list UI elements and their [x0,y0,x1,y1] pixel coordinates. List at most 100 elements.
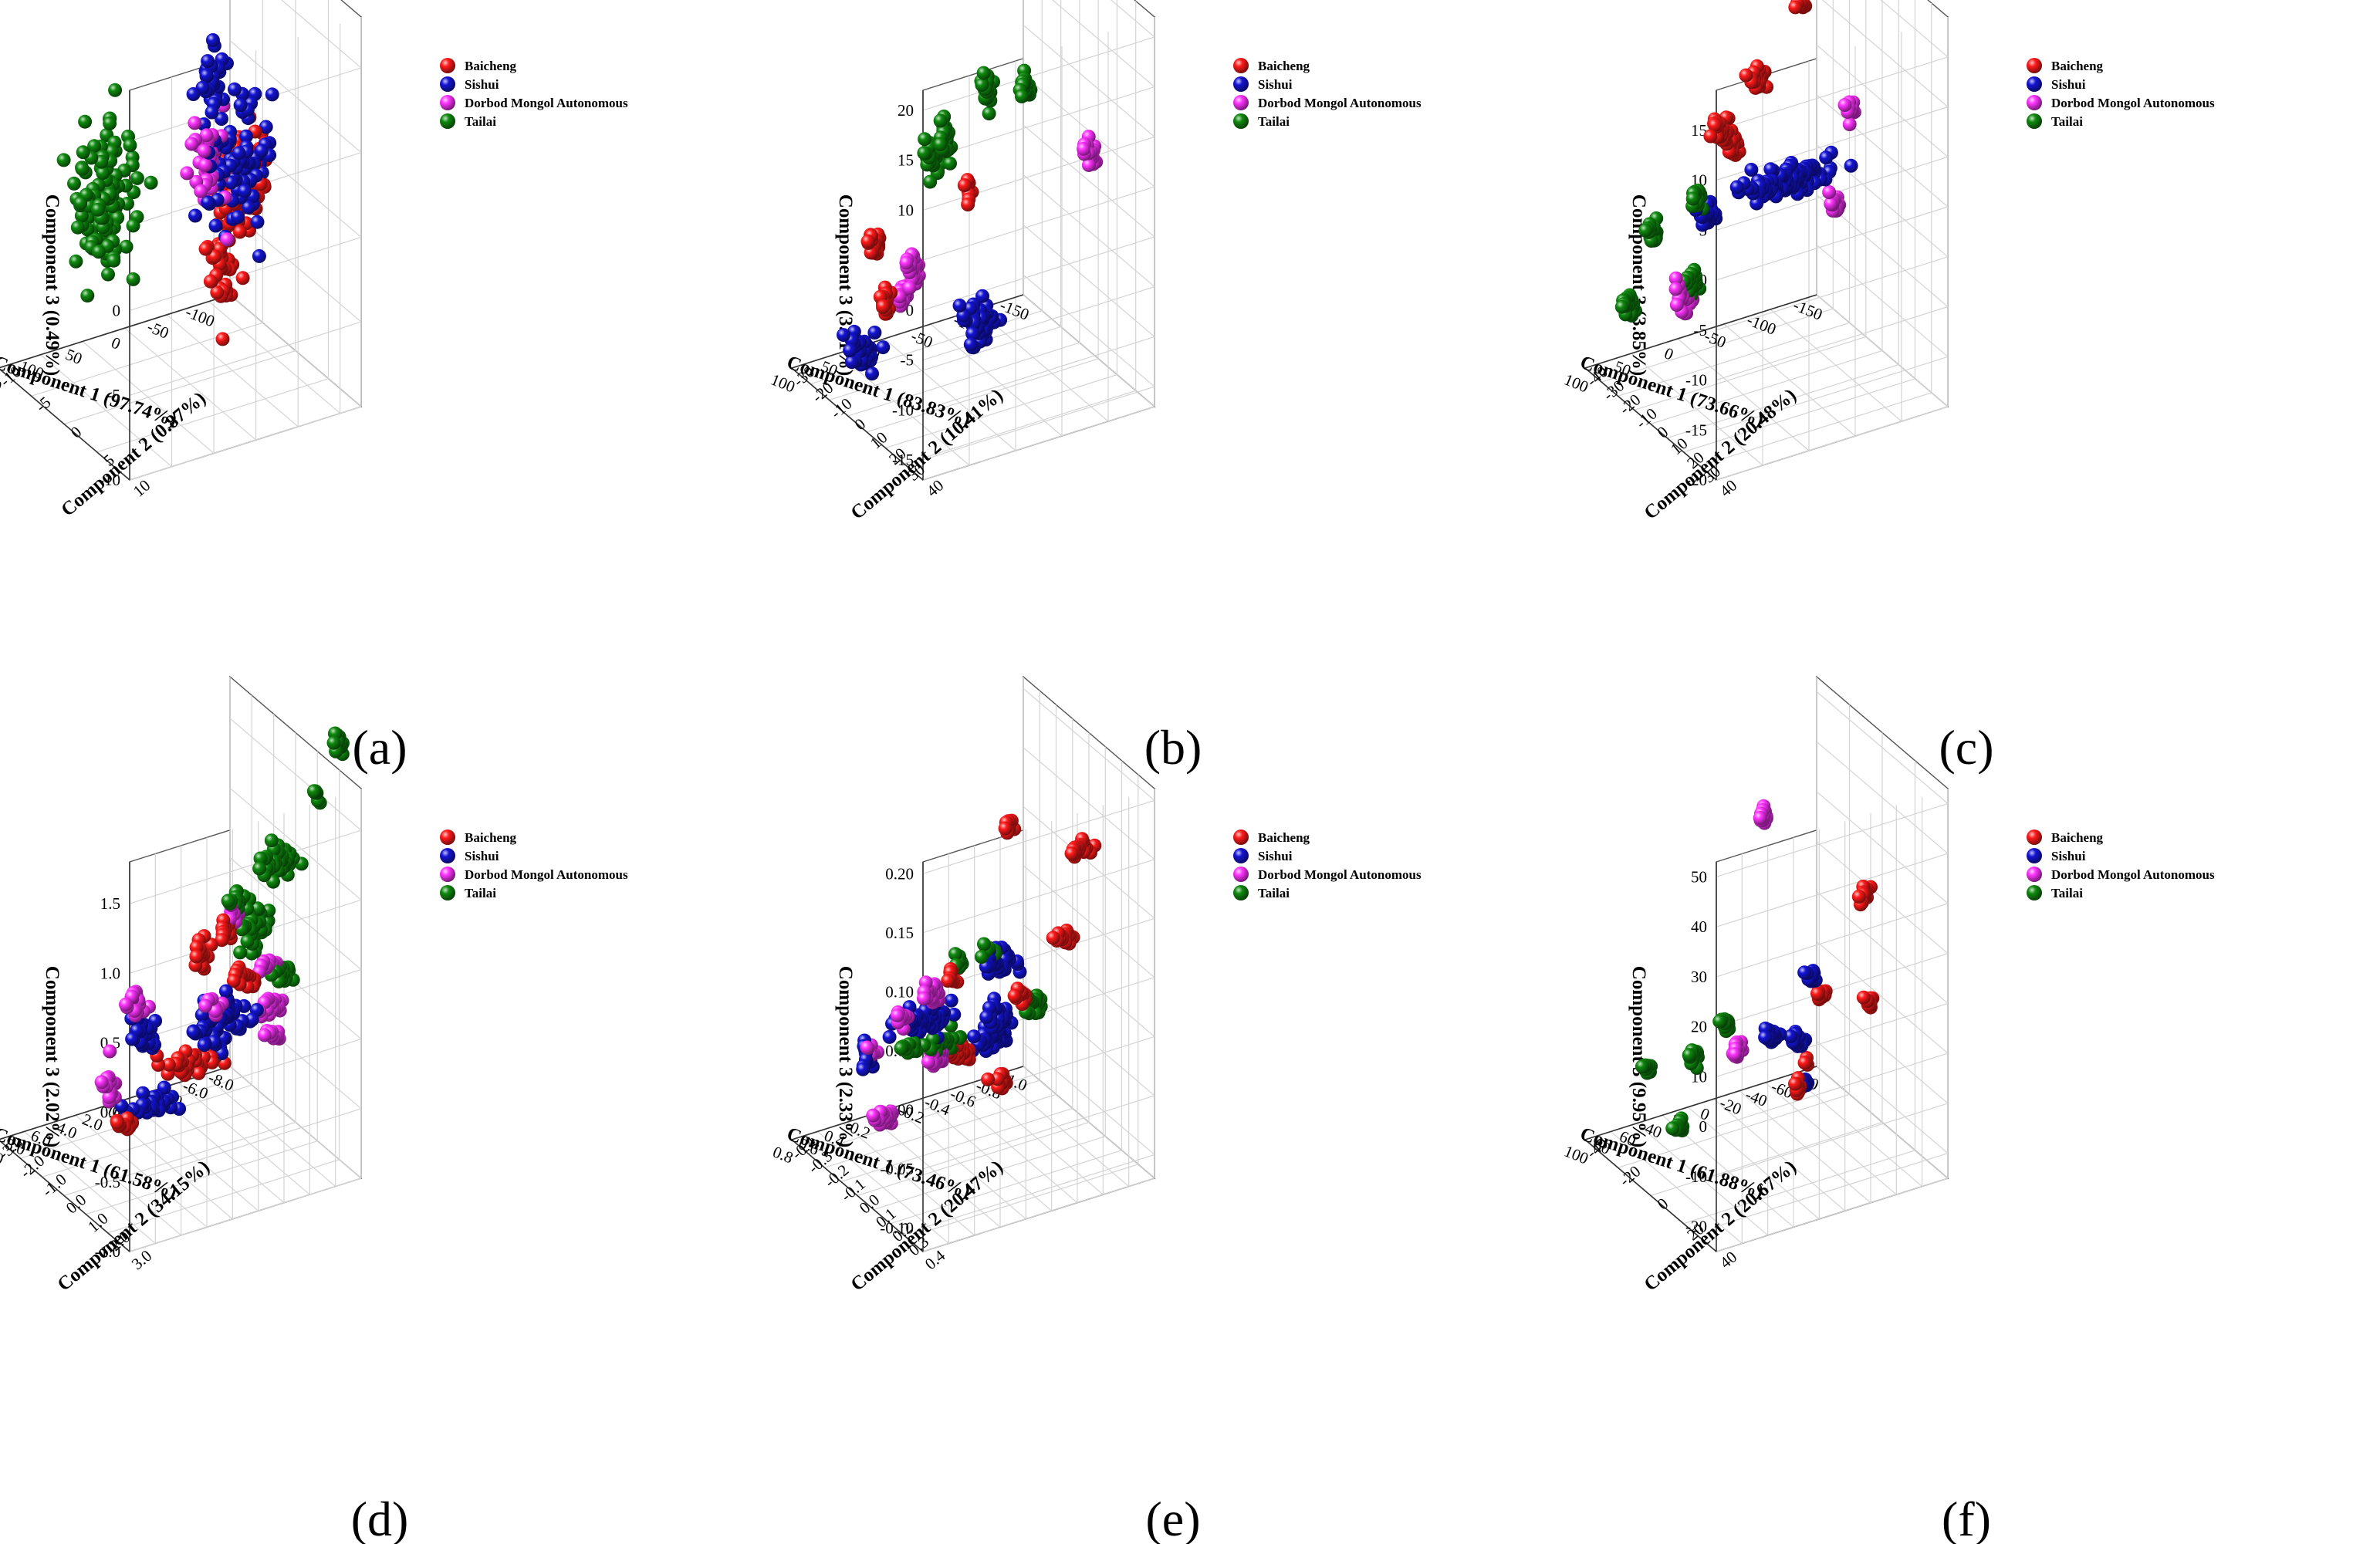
legend-label: Tailai [2051,114,2083,129]
data-point-sishui [1819,150,1834,165]
data-point-baicheng [957,178,972,193]
data-point-sishui [1744,163,1759,177]
legend-marker [1233,885,1249,900]
data-point-dorbod-mongol-autonomous [199,128,214,143]
data-point-tailai [126,272,140,286]
data-point-tailai [264,833,279,848]
gridline-x [930,323,1063,437]
legend-marker [440,58,455,73]
data-point-sishui [188,208,202,223]
z-axis-label: Component 3 (2.02%) [42,966,63,1147]
gridline-y [922,1177,1155,1252]
gridline-x [837,353,970,466]
legend: Baicheng Sishui Dorbod Mongol Autonomous Ta… [440,58,628,129]
legend-label: Dorbod Mongol Autonomous [2051,96,2215,110]
data-point-tailai [1614,299,1629,314]
data-point-dorbod-mongol-autonomous [860,1040,874,1055]
gridline-z [1716,853,1949,927]
data-point-sishui [228,82,242,96]
data-point-tailai [233,945,248,960]
data-point-tailai [76,145,90,160]
data-point-sishui [254,144,269,158]
gridline-z [1716,802,1949,877]
gridline-z [1110,0,1155,38]
gridline-z [1023,806,1155,919]
data-point-tailai [1014,89,1029,103]
z-tick-label: -5 [107,386,121,404]
gridline-y [904,390,1136,465]
data-point-tailai [974,950,989,964]
gridline-z [922,136,1155,211]
data-point-tailai [221,894,235,908]
data-point-dorbod-mongol-autonomous [188,116,202,130]
y-tick-label: 10 [130,476,154,501]
legend-label: Tailai [465,114,496,129]
data-point-sishui [1844,158,1858,173]
legend-marker [440,867,455,882]
gridline-z [129,1108,362,1183]
panel-label: (a) [352,720,407,775]
data-point-dorbod-mongol-autonomous [1081,157,1096,172]
gridline-y [1650,1121,1883,1197]
data-point-dorbod-mongol-autonomous [1824,197,1838,211]
gridline-z [1023,1042,1155,1155]
data-points [1614,0,1861,323]
legend-marker [2027,95,2042,110]
gridline-z [1023,924,1155,1037]
gridline-z [1816,890,1949,1004]
data-point-tailai [1682,1048,1696,1063]
z-tick-label: 40 [1691,917,1707,936]
gridline-y [1683,378,1915,453]
gridline-z [1023,865,1155,978]
gridline-z [922,386,1155,461]
data-point-baicheng [961,198,975,211]
data-point-tailai [1638,223,1653,238]
gridline-x [884,338,1016,451]
data-point-tailai [106,253,121,268]
z-tick-label: -0.05 [880,1160,914,1178]
data-point-sishui [843,343,857,358]
data-point-baicheng [876,299,891,313]
y-tick-label: 40 [923,476,948,501]
data-point-sishui [197,1038,211,1052]
data-point-dorbod-mongol-autonomous [1669,298,1684,313]
legend-label: Dorbod Mongol Autonomous [2051,867,2215,882]
gridline-z [129,406,362,481]
data-point-sishui [865,367,879,381]
panel-e: -1.0-0.8-0.6-0.4-0.20.00.20.40.60.8-0.4-… [770,675,1422,1544]
legend-marker [2027,58,2042,73]
gridline-z [1716,56,1949,131]
z-tick-label: -5 [1694,321,1708,340]
data-point-sishui [963,337,978,352]
gridline-z [1816,294,1949,407]
data-point-dorbod-mongol-autonomous [102,1090,117,1104]
data-point-tailai [933,113,948,128]
z-tick-label: -10 [99,471,120,489]
gridline-y [840,1107,1073,1182]
data-point-dorbod-mongol-autonomous [220,232,235,247]
legend-label: Sishui [465,77,499,92]
gridline-z [1023,174,1155,288]
data-point-tailai [69,254,83,269]
data-point-tailai [975,77,989,92]
gridline-y [1650,350,1883,425]
data-point-sishui [186,87,201,101]
gridline-z [1716,406,1949,481]
data-point-tailai [73,196,88,211]
data-point-dorbod-mongol-autonomous [119,997,133,1012]
data-point-baicheng [215,933,229,948]
x-axis-line [1584,1066,1817,1140]
legend-marker [440,885,455,900]
data-point-tailai [70,220,85,235]
data-point-sishui [205,105,219,120]
legend-marker [2027,885,2042,900]
panel-b: -150-100-50050100-30-20-10010203040-15-1… [769,0,1422,775]
data-point-baicheng [189,949,204,964]
data-point-dorbod-mongol-autonomous [197,144,211,158]
gridline-z [1716,1052,1949,1127]
data-point-tailai [306,784,321,799]
gridline-y [824,1093,1056,1168]
data-point-tailai [933,137,948,151]
gridline-z [1716,356,1949,431]
gridline-y [42,1103,274,1177]
